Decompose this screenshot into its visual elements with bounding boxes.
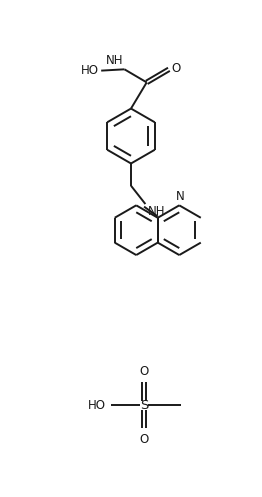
Text: O: O: [139, 365, 149, 378]
Text: NH: NH: [148, 205, 166, 218]
Text: HO: HO: [88, 399, 106, 412]
Text: NH: NH: [106, 54, 123, 67]
Text: HO: HO: [81, 64, 99, 77]
Text: S: S: [140, 399, 148, 412]
Text: N: N: [176, 190, 184, 203]
Text: O: O: [171, 62, 180, 75]
Text: O: O: [139, 433, 149, 446]
